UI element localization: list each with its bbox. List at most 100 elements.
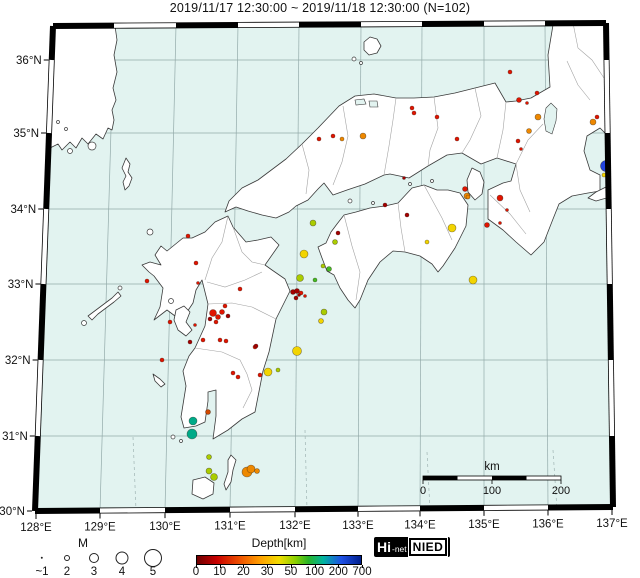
depth-scale-label: 30 — [260, 566, 274, 578]
frame-band — [608, 359, 615, 437]
prefecture-border — [343, 214, 361, 301]
islet — [81, 320, 87, 326]
earthquake-marker — [207, 316, 213, 322]
earthquake-marker — [320, 308, 328, 316]
earthquake-marker — [404, 212, 410, 218]
maritime-boundary — [304, 429, 308, 511]
magnitude-legend-title: M — [78, 536, 88, 550]
prefecture-border — [461, 87, 482, 154]
longitude-label: 128°E — [20, 522, 52, 534]
prefecture-border — [232, 226, 266, 266]
depth-scale-label: 700 — [352, 566, 372, 578]
scalebar-tick-label: 0 — [420, 485, 426, 497]
frame-band — [606, 283, 614, 361]
earthquake-marker — [526, 128, 532, 134]
islet — [64, 127, 68, 131]
earthquake-marker — [222, 303, 228, 309]
frame-band — [41, 208, 49, 285]
earthquake-marker — [225, 313, 231, 319]
earthquake-marker — [230, 370, 236, 376]
earthquake-marker — [402, 176, 406, 180]
map-title: 2019/11/17 12:30:00 ~ 2019/11/18 12:30:0… — [169, 1, 471, 15]
scalebar-tick-label: 200 — [552, 485, 570, 497]
prefecture-border — [427, 96, 439, 167]
earthquake-marker — [507, 69, 513, 75]
depth-scale-label: 50 — [284, 566, 298, 578]
earthquake-marker — [294, 288, 300, 294]
earthquake-marker — [303, 294, 307, 298]
earthquake-marker — [196, 281, 200, 285]
earthquake-marker — [200, 337, 206, 343]
islet — [117, 285, 123, 291]
magnitude-legend-label: 3 — [90, 566, 98, 578]
frame-band — [37, 283, 47, 361]
earthquake-marker — [210, 473, 218, 481]
depth-scale-tick — [362, 565, 363, 568]
prefecture-border — [515, 163, 531, 213]
earthquake-marker — [275, 367, 281, 373]
earthquake-marker — [253, 343, 259, 349]
prefecture-border — [207, 302, 277, 320]
islet — [146, 228, 154, 236]
earthquake-marker — [411, 110, 417, 116]
earthquake-marker — [335, 230, 341, 236]
earthquake-marker — [484, 222, 490, 228]
islet — [347, 198, 353, 204]
earthquake-marker — [296, 274, 304, 282]
earthquake-marker — [447, 223, 457, 233]
hinet-nied-logo: Hi -net NIED — [374, 537, 451, 557]
earthquake-marker — [205, 409, 211, 415]
earthquake-marker — [223, 338, 229, 344]
prefecture-border — [194, 347, 248, 375]
coastline — [317, 184, 469, 309]
frame-band — [604, 132, 612, 210]
lake — [543, 102, 558, 135]
longitude-gridline — [294, 24, 300, 510]
magnitude-legend-circle — [144, 549, 162, 567]
coastline — [224, 23, 611, 256]
islet — [170, 434, 176, 440]
earthquake-marker — [330, 133, 336, 139]
latitude-label: 33°N — [8, 279, 34, 291]
earthquake-marker — [496, 194, 504, 202]
depth-scale-label: 20 — [237, 566, 250, 578]
prefecture-border — [489, 194, 527, 235]
prefecture-border — [423, 184, 453, 241]
magnitude-legend-label: 5 — [149, 566, 157, 578]
magnitude-legend-circle — [89, 553, 99, 563]
earthquake-marker — [254, 468, 260, 474]
longitude-label: 133°E — [342, 520, 374, 532]
depth-scale-label: 10 — [213, 566, 227, 578]
logo-hi: Hi — [377, 539, 391, 555]
frame-band — [32, 435, 41, 512]
magnitude-legend-circle — [64, 555, 70, 561]
magnitude-legend-label: ~1 — [35, 566, 49, 578]
scalebar-segment — [423, 476, 458, 480]
frame-band — [48, 25, 56, 61]
longitude-label: 137°E — [596, 518, 628, 530]
prefecture-border — [332, 105, 349, 186]
longitude-label: 131°E — [214, 521, 246, 533]
depth-legend-title: Depth[km] — [251, 536, 307, 550]
coastline — [49, 25, 118, 151]
earthquake-marker — [297, 293, 301, 297]
earthquake-marker — [193, 260, 199, 266]
earthquake-marker — [188, 416, 198, 426]
magnitude-legend-circle — [40, 556, 44, 560]
depth-scale-tick — [196, 565, 197, 568]
frame-band — [603, 22, 610, 61]
depth-scale-tick — [290, 565, 292, 568]
depth-scale-tick — [219, 565, 221, 568]
earthquake-marker — [186, 428, 198, 440]
earthquake-marker — [309, 219, 317, 227]
coastline — [152, 373, 166, 388]
earthquake-marker — [206, 454, 212, 460]
earthquake-marker — [318, 318, 324, 324]
depth-scale-tick — [338, 565, 340, 568]
coastline — [121, 157, 133, 191]
map-inner: 0 100 200 km — [37, 23, 612, 511]
prefecture-border — [206, 271, 263, 288]
coastline — [223, 454, 237, 491]
earthquake-marker — [465, 194, 471, 200]
